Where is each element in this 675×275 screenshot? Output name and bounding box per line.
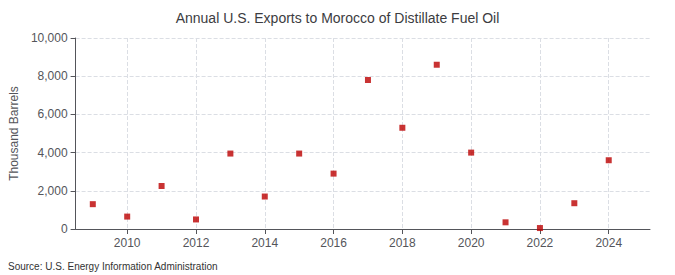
svg-text:2016: 2016: [320, 236, 347, 250]
svg-text:Thousand Barrels: Thousand Barrels: [7, 86, 21, 181]
svg-text:6,000: 6,000: [38, 107, 68, 121]
svg-text:2024: 2024: [595, 236, 622, 250]
svg-text:2020: 2020: [458, 236, 485, 250]
svg-text:4,000: 4,000: [38, 146, 68, 160]
svg-text:2022: 2022: [527, 236, 554, 250]
svg-text:2012: 2012: [183, 236, 210, 250]
svg-text:2018: 2018: [389, 236, 416, 250]
svg-text:Source: U.S. Energy Informatio: Source: U.S. Energy Information Administ…: [8, 261, 218, 272]
svg-text:2,000: 2,000: [38, 184, 68, 198]
svg-text:8,000: 8,000: [38, 69, 68, 83]
svg-text:0: 0: [61, 222, 68, 236]
svg-text:2010: 2010: [114, 236, 141, 250]
svg-text:Annual U.S. Exports to Morocco: Annual U.S. Exports to Morocco of Distil…: [176, 10, 500, 26]
svg-text:2014: 2014: [251, 236, 278, 250]
svg-text:10,000: 10,000: [31, 31, 68, 45]
